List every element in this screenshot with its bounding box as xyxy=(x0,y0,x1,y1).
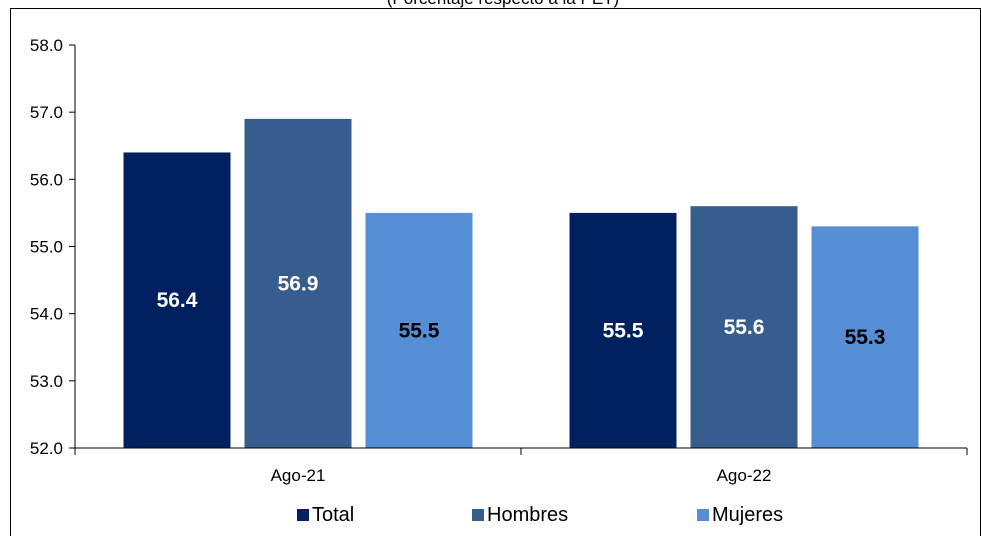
data-label: 56.4 xyxy=(157,289,198,312)
legend-swatch-hombres xyxy=(472,509,484,521)
y-tick-label: 52.0 xyxy=(30,439,63,458)
data-label: 55.5 xyxy=(399,319,440,342)
bar-hombres-ago-22 xyxy=(690,206,798,448)
bar-total-ago-21 xyxy=(123,152,231,448)
legend-label-hombres: Hombres xyxy=(487,504,568,526)
legend-swatch-mujeres xyxy=(697,509,709,521)
legend-swatch-total xyxy=(297,509,309,521)
y-tick-label: 56.0 xyxy=(30,170,63,189)
y-tick-label: 54.0 xyxy=(30,305,63,324)
y-tick-label: 58.0 xyxy=(30,36,63,55)
y-tick-label: 57.0 xyxy=(30,103,63,122)
y-tick-label: 55.0 xyxy=(30,238,63,257)
data-label: 55.5 xyxy=(603,319,644,342)
data-label: 55.6 xyxy=(724,316,765,339)
bar-mujeres-ago-22 xyxy=(811,226,919,448)
legend-label-mujeres: Mujeres xyxy=(712,504,783,526)
chart-subtitle: (Porcentaje respecto a la PET) xyxy=(387,0,619,8)
data-label: 55.3 xyxy=(845,326,886,349)
bar-mujeres-ago-21 xyxy=(365,212,473,448)
subtitle-background xyxy=(300,0,680,8)
legend-label-total: Total xyxy=(312,504,354,526)
x-tick-label: Ago-22 xyxy=(717,466,772,485)
x-tick-label: Ago-21 xyxy=(271,466,326,485)
bar-hombres-ago-21 xyxy=(244,118,352,448)
data-label: 56.9 xyxy=(278,272,319,295)
y-tick-label: 53.0 xyxy=(30,372,63,391)
bar-total-ago-22 xyxy=(569,212,677,448)
